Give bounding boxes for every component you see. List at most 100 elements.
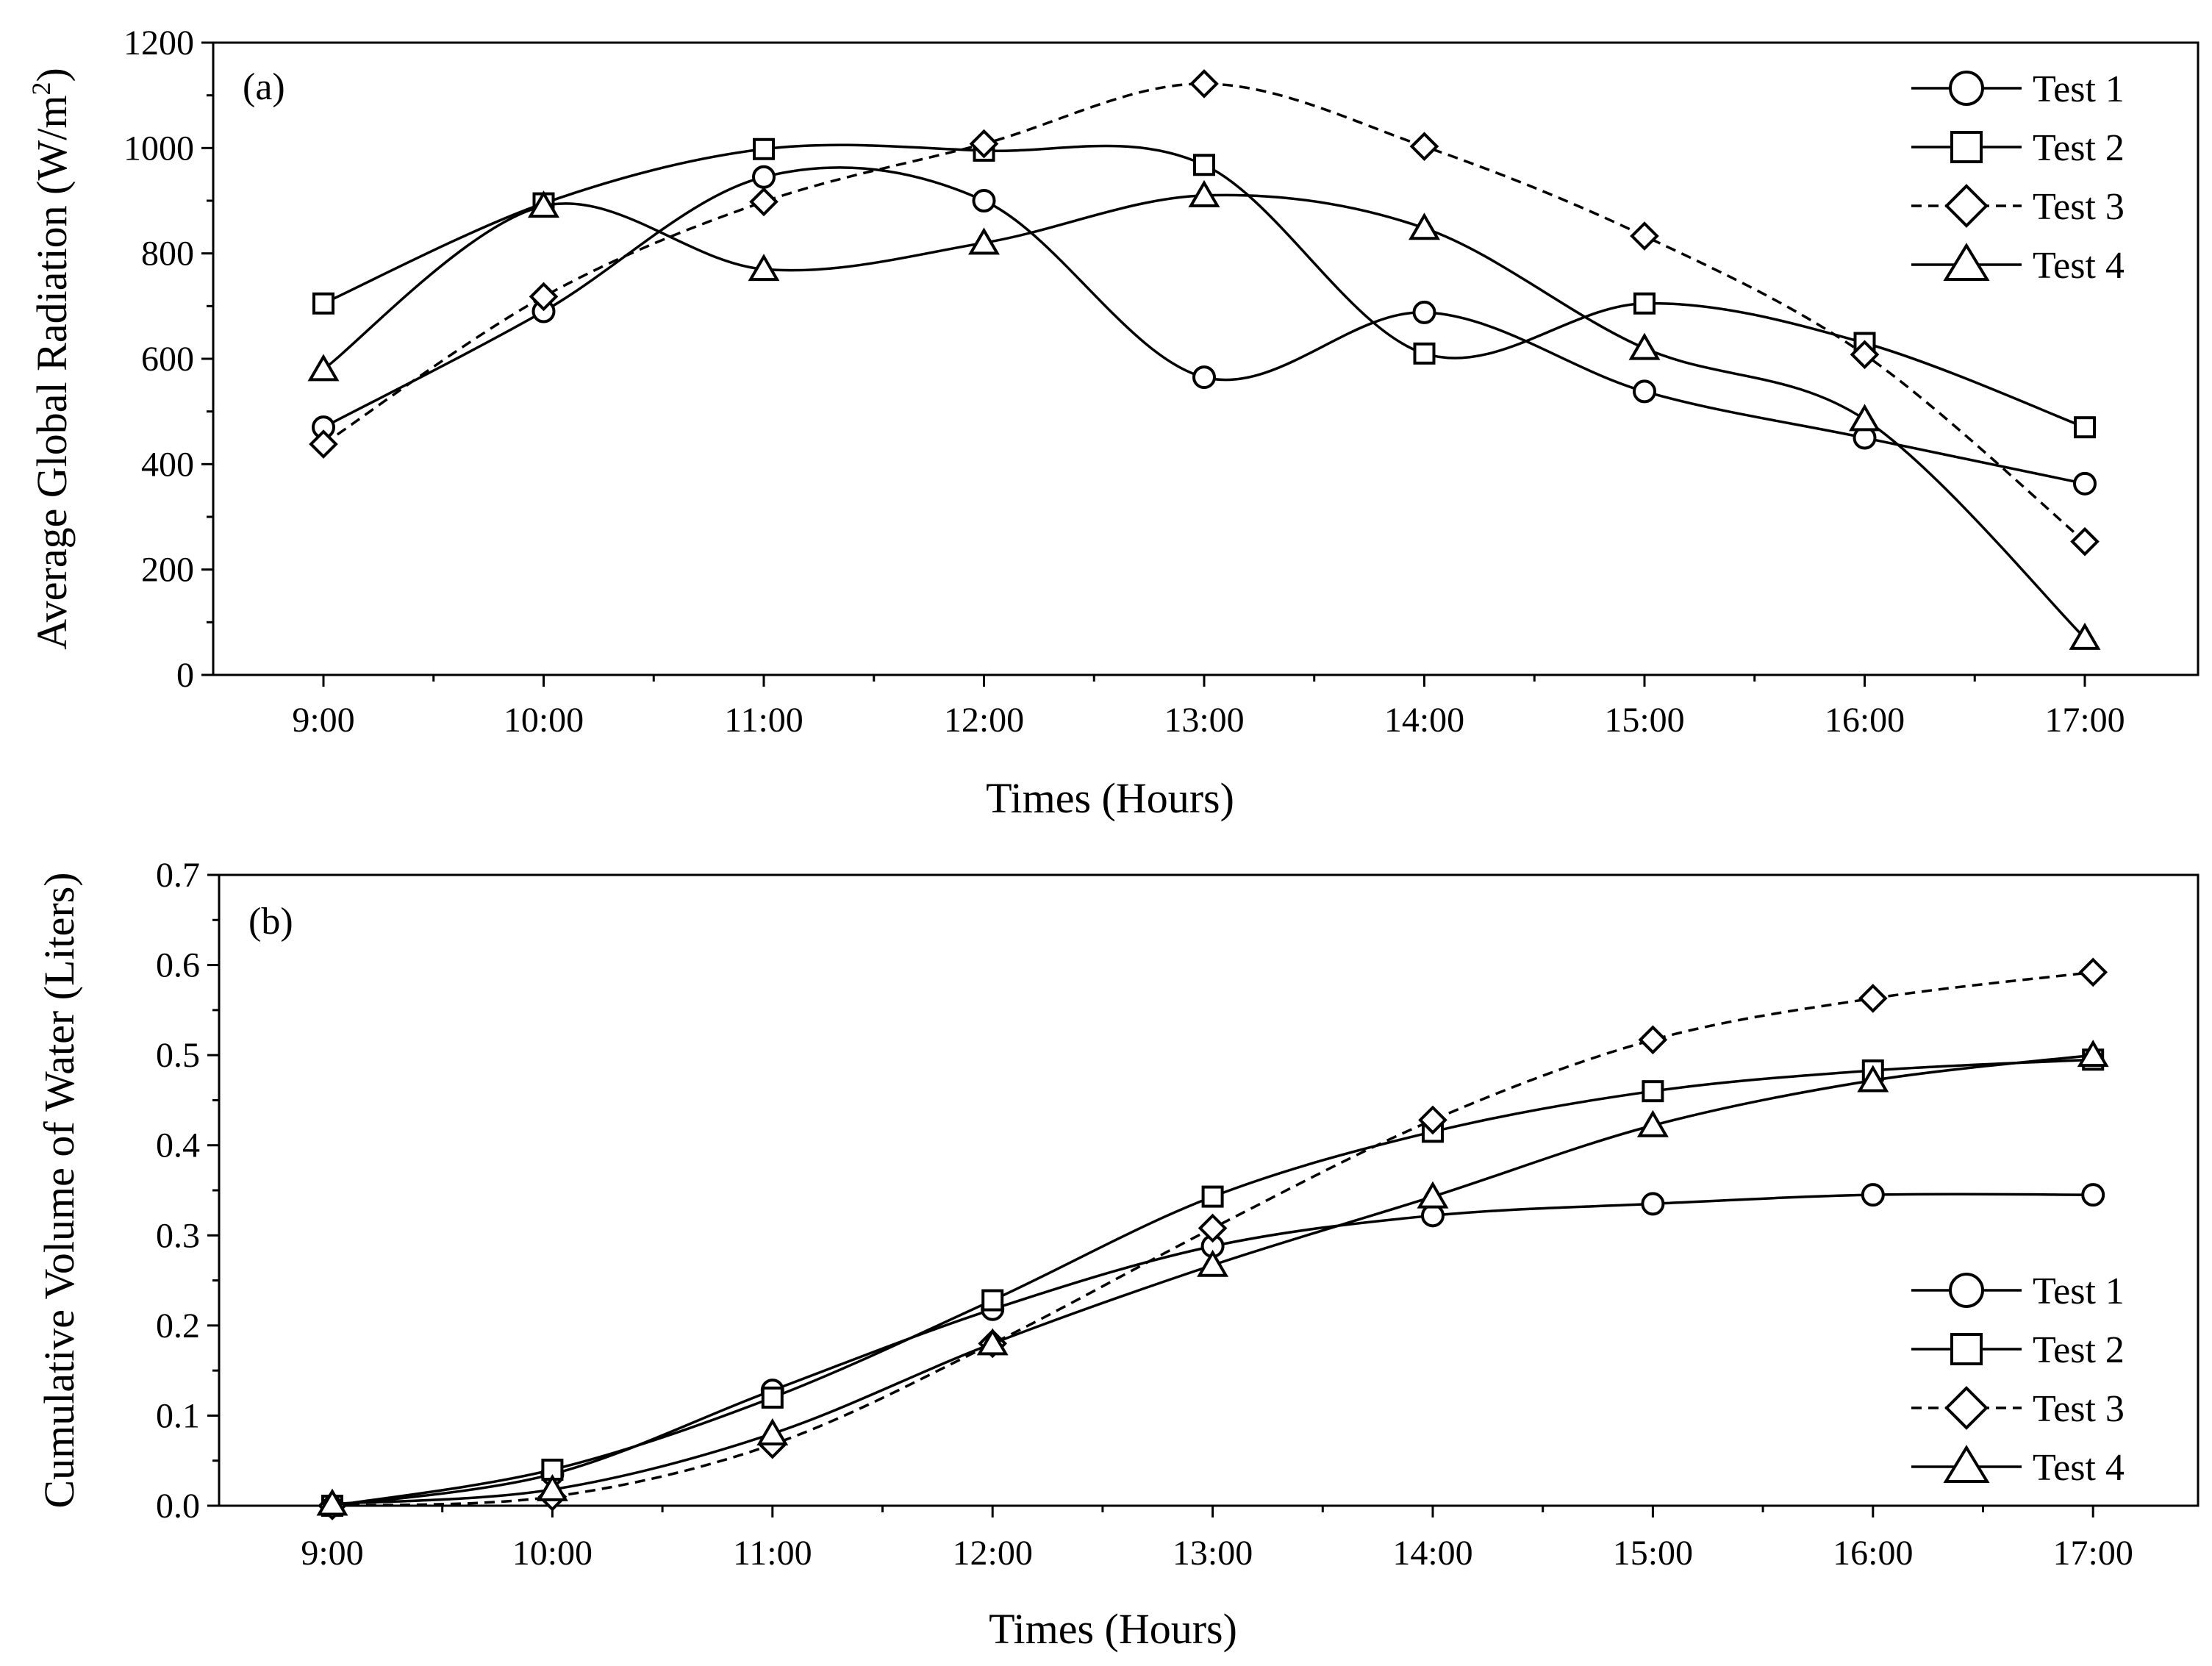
legend-marker-circle xyxy=(1949,71,1984,106)
data-point-circle xyxy=(1641,1192,1665,1216)
data-point-triangle xyxy=(968,227,1000,255)
data-point-circle xyxy=(752,165,776,189)
data-point-square xyxy=(981,1289,1004,1312)
x-tick-label: 11:00 xyxy=(733,1534,812,1573)
data-point-triangle xyxy=(528,190,559,218)
data-point-triangle xyxy=(1417,1181,1449,1209)
data-point-diamond xyxy=(529,282,559,312)
data-point-diamond xyxy=(1850,340,1880,370)
legend-label: Test 4 xyxy=(2033,245,2125,287)
y-axis-title-main: Average Global Radiation (W/m xyxy=(28,96,76,650)
data-point-triangle xyxy=(1857,1065,1889,1093)
data-point-circle xyxy=(1633,379,1656,404)
legend: Test 1 Test 2 Test 3 Test 4 xyxy=(1911,1270,2125,1489)
legend-marker-circle xyxy=(1949,1273,1984,1308)
data-point-diamond xyxy=(1638,1025,1668,1055)
series-test-4 xyxy=(307,179,2101,650)
y-axis-title: Cumulative Volume of Water (Liters) xyxy=(35,872,83,1508)
panel-label: (a) xyxy=(243,66,285,108)
y-axis-title-superscript: 2 xyxy=(26,82,56,96)
series-line xyxy=(332,1054,2094,1506)
data-point-diamond xyxy=(749,187,779,217)
y-tick-label: 0.1 xyxy=(156,1396,200,1435)
y-tick-label: 400 xyxy=(141,445,194,484)
x-tick-label: 10:00 xyxy=(504,701,584,740)
y-tick-label: 1200 xyxy=(124,24,194,62)
data-point-diamond xyxy=(1858,984,1888,1013)
data-point-circle xyxy=(1412,300,1436,324)
legend-marker-square xyxy=(1950,131,1983,163)
series-test-3 xyxy=(309,69,2100,557)
data-point-circle xyxy=(2073,471,2097,496)
series-line xyxy=(322,193,2086,640)
x-tick-label: 14:00 xyxy=(1392,1534,1472,1573)
data-point-triangle xyxy=(1628,332,1661,360)
data-point-triangle xyxy=(307,354,340,382)
x-tick-label: 16:00 xyxy=(1833,1534,1913,1573)
data-point-triangle xyxy=(2069,622,2101,650)
data-point-square xyxy=(1642,1080,1664,1103)
data-point-square xyxy=(312,292,334,315)
series-test-3 xyxy=(318,957,2108,1520)
x-tick-label: 12:00 xyxy=(953,1534,1033,1573)
data-point-square xyxy=(761,1386,784,1409)
data-point-circle xyxy=(1861,1183,1885,1207)
legend-label: Test 2 xyxy=(2033,1329,2125,1371)
data-point-triangle xyxy=(1188,179,1220,207)
x-tick-label: 9:00 xyxy=(292,701,354,740)
series-test-4 xyxy=(316,1040,2109,1516)
data-point-triangle xyxy=(2077,1040,2109,1068)
x-axis-title: Times (Hours) xyxy=(986,774,1234,822)
y-tick-label: 0.4 xyxy=(156,1126,200,1165)
data-point-diamond xyxy=(1630,221,1659,251)
plot-frame xyxy=(212,41,2200,676)
series-test-2 xyxy=(321,1048,2105,1517)
x-tick-label: 17:00 xyxy=(2053,1534,2133,1573)
data-point-circle xyxy=(972,189,996,212)
legend-label: Test 2 xyxy=(2033,127,2125,169)
y-tick-label: 600 xyxy=(141,340,194,379)
series-line xyxy=(323,82,2086,543)
data-point-circle xyxy=(1192,365,1216,390)
x-tick-label: 15:00 xyxy=(1613,1534,1693,1573)
y-axis-title-close: ) xyxy=(28,68,76,82)
y-tick-label: 0 xyxy=(176,656,194,695)
data-point-diamond xyxy=(969,129,999,159)
x-tick-label: 9:00 xyxy=(301,1534,363,1573)
x-tick-label: 13:00 xyxy=(1173,1534,1253,1573)
data-point-triangle xyxy=(1636,1109,1669,1137)
y-tick-label: 0.7 xyxy=(156,856,200,895)
series-line xyxy=(332,1058,2094,1507)
legend: Test 1 Test 2 Test 3 Test 4 xyxy=(1911,68,2125,287)
y-tick-label: 0.3 xyxy=(156,1216,200,1255)
x-axis-title: Times (Hours) xyxy=(989,1605,1237,1653)
data-point-square xyxy=(2074,416,2096,439)
legend-marker-square xyxy=(1950,1333,1983,1365)
legend-label: Test 1 xyxy=(2033,68,2125,110)
y-tick-label: 0.2 xyxy=(156,1306,200,1345)
legend-label: Test 3 xyxy=(2033,186,2125,228)
data-point-triangle xyxy=(756,1417,789,1445)
data-point-triangle xyxy=(316,1488,348,1516)
data-point-square xyxy=(753,137,775,160)
series-test-1 xyxy=(312,165,2097,496)
x-tick-label: 12:00 xyxy=(944,701,1024,740)
data-point-square xyxy=(1413,342,1436,365)
x-tick-label: 10:00 xyxy=(512,1534,593,1573)
legend-label: Test 1 xyxy=(2033,1270,2125,1312)
legend-label: Test 3 xyxy=(2033,1388,2125,1430)
data-point-diamond xyxy=(1409,132,1439,162)
y-tick-label: 0.0 xyxy=(156,1487,200,1526)
data-point-diamond xyxy=(1198,1213,1228,1243)
x-tick-label: 16:00 xyxy=(1825,701,1905,740)
x-tick-label: 17:00 xyxy=(2044,701,2125,740)
data-point-triangle xyxy=(748,254,780,282)
legend-marker-triangle xyxy=(1943,243,1990,281)
x-tick-label: 11:00 xyxy=(724,701,803,740)
data-point-diamond xyxy=(1418,1105,1447,1135)
data-point-diamond xyxy=(2078,957,2108,987)
legend-marker-diamond xyxy=(1944,184,1989,228)
data-point-triangle xyxy=(1409,212,1440,240)
x-tick-label: 15:00 xyxy=(1604,701,1684,740)
